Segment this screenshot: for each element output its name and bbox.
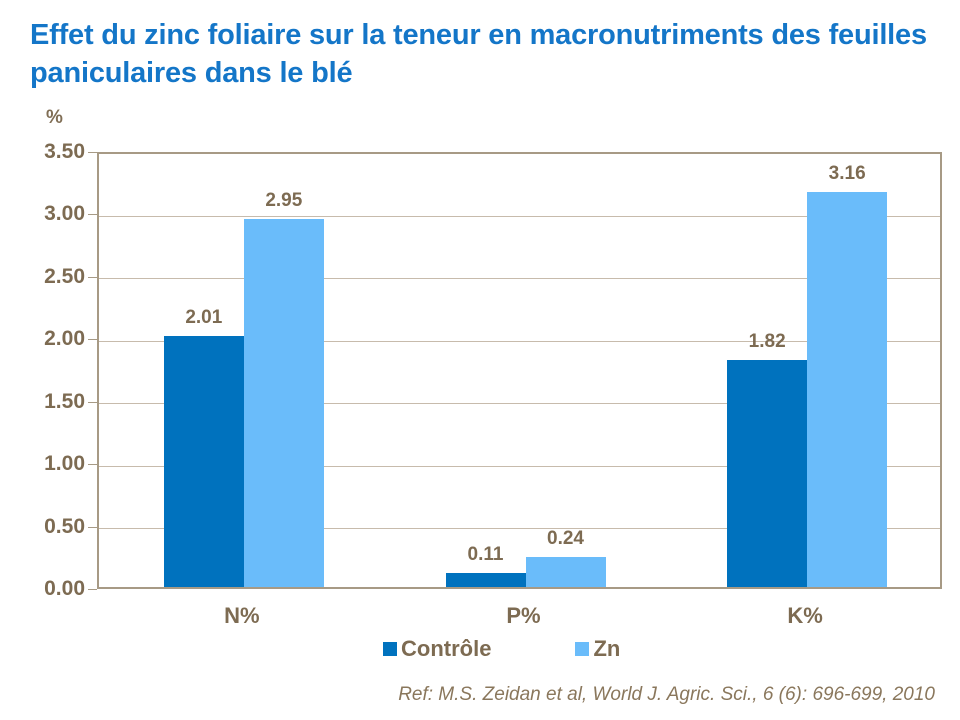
bar-zn-K (807, 192, 888, 587)
y-axis-tick (88, 589, 97, 590)
y-axis-tick (88, 401, 97, 403)
y-axis-label: 2.50 (44, 264, 85, 288)
bar-contrôle-N (163, 336, 244, 587)
value-label-zn-N: 2.95 (265, 189, 303, 211)
value-label-contrôle-K: 1.82 (748, 330, 786, 352)
gridline-2.50 (99, 278, 940, 280)
gridline-0.50 (99, 528, 940, 530)
y-axis-label: 0.50 (44, 514, 85, 538)
value-label-contrôle-P: 0.11 (467, 544, 504, 566)
reference-citation: Ref: M.S. Zeidan et al, World J. Agric. … (398, 684, 935, 705)
legend-marker-icon (383, 642, 397, 656)
legend-item-contrôle: Contrôle (383, 636, 491, 662)
gridline-1.50 (99, 403, 940, 405)
gridline-1.00 (99, 465, 940, 467)
value-label-zn-P: 0.24 (547, 528, 584, 550)
y-axis-label: 0.00 (44, 577, 85, 600)
bar-zn-P (525, 557, 606, 587)
y-axis-tick (88, 526, 97, 528)
value-label-contrôle-N: 2.01 (185, 307, 223, 329)
x-axis-label-K: K% (787, 603, 823, 628)
y-axis-label: 2.00 (44, 327, 85, 351)
y-axis-label: 3.50 (44, 140, 85, 163)
bar-contrôle-P (445, 573, 526, 587)
bar-contrôle-K (727, 359, 808, 587)
x-axis-label-P: P% (506, 603, 541, 628)
x-axis-labels: N% P% K% (97, 602, 942, 630)
y-axis-tick (88, 276, 97, 278)
y-axis-tick (88, 152, 97, 153)
bar-zn-N (243, 218, 324, 587)
y-axis-label: 1.00 (44, 452, 85, 476)
legend-marker-icon (575, 642, 590, 656)
x-axis-label-N: N% (224, 603, 260, 628)
legend-item-zn: Zn (575, 636, 620, 662)
chart-legend: Contrôle Zn (383, 636, 620, 662)
y-axis-label: 3.00 (44, 202, 85, 226)
y-axis-title: % (46, 107, 63, 128)
y-axis-tick (88, 464, 97, 466)
gridline-3.00 (99, 215, 940, 217)
gridline-2.00 (99, 340, 940, 342)
y-axis-tick (88, 214, 97, 216)
value-label-zn-K: 3.16 (828, 163, 866, 185)
y-axis-label: 1.50 (44, 389, 85, 413)
plot-area: 2.01 2.95 0.11 0.24 1.82 3.16 (97, 152, 942, 589)
legend-label: Contrôle (401, 636, 492, 661)
y-axis-tick (88, 339, 97, 341)
legend-label: Zn (593, 636, 621, 661)
chart-title: Effet du zinc foliaire sur la teneur en … (30, 19, 927, 89)
